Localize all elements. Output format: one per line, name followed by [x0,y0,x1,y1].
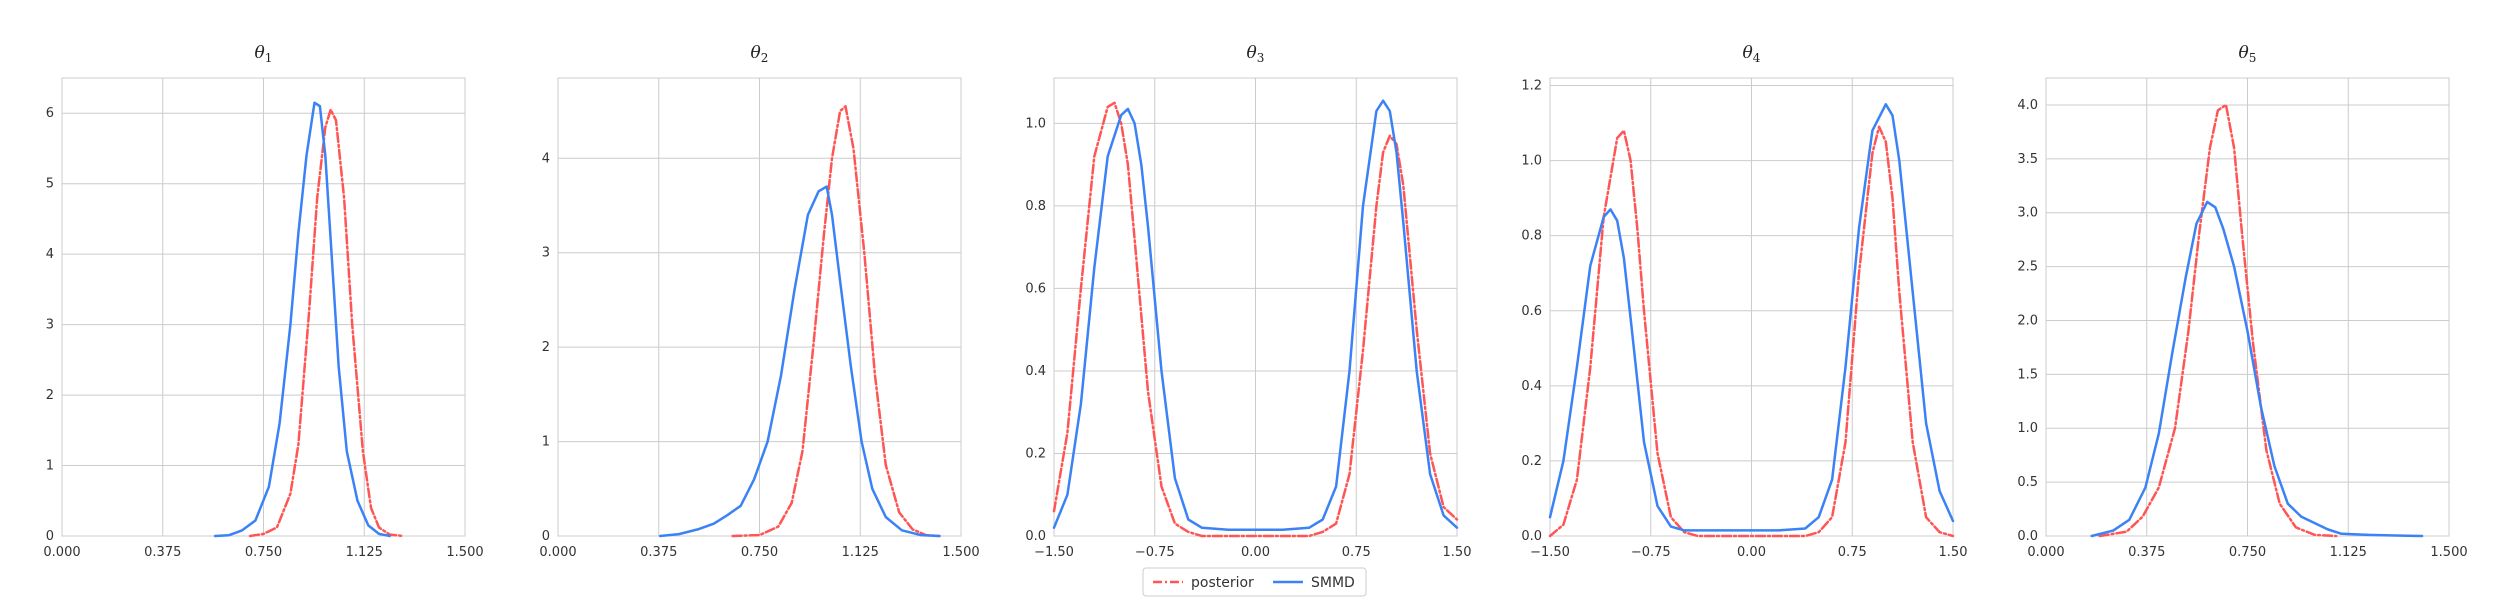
x-tick-label: 1.125 [842,545,879,560]
y-tick-label: 0.6 [1025,281,1046,296]
y-tick-label: 4 [542,151,550,166]
y-tick-label: 6 [46,106,54,121]
chart-panel-5: 0.0 0.5 1.0 1.5 2.0 2.5 3.0 3.5 4.0 0.000 0.375 0.7… [2017,43,2467,560]
x-tick-label: 0.750 [741,545,778,560]
panel-title: θ5 [2239,43,2257,65]
legend-box [1142,567,1367,597]
panel-title: θ1 [255,43,273,65]
y-tick-label: 5 [46,177,54,192]
y-tick-label: 1.0 [1025,116,1046,131]
x-tick-label: 0.750 [245,545,282,560]
x-tick-label: 1.500 [446,545,483,560]
x-tick-label: 1.500 [2430,545,2467,560]
series-posterior-line [2098,103,2338,538]
series-smmd-line [213,101,392,538]
x-tick-label: 0.000 [2027,545,2064,560]
y-tick-label: 1.5 [2017,367,2038,382]
series-smmd-line [1052,99,1459,532]
x-tick-label: −0.75 [1631,545,1671,560]
panel-title: θ2 [751,43,769,65]
y-tick-label: 0.6 [1521,304,1542,319]
y-tick-label: 2.0 [2017,313,2038,328]
series-posterior-line [1052,101,1459,538]
y-tick-label: 3.5 [2017,152,2038,167]
series-posterior-line [731,105,941,538]
x-tick-label: 0.375 [640,545,677,560]
plot-frame [61,77,466,537]
x-tick-label: 0.75 [1342,545,1371,560]
y-tick-label: 1.0 [2017,421,2038,436]
y-tick-label: 3 [542,246,550,261]
chart-panel-2: 0 1 2 3 4 0.000 0.375 0.750 1.125 1.500 θ2 [539,43,979,560]
x-tick-label: 0.750 [2229,545,2266,560]
y-tick-label: 0.0 [1025,529,1046,544]
plot-frame [557,77,962,537]
y-tick-label: 2.5 [2017,260,2038,275]
y-tick-label: 1.0 [1521,154,1542,169]
y-tick-label: 0.5 [2017,475,2038,490]
x-tick-label: 1.125 [2330,545,2367,560]
y-tick-label: 4.0 [2017,98,2038,113]
y-tick-label: 1 [542,435,550,450]
plot-frame [2045,77,2450,537]
y-tick-label: 0.2 [1521,454,1542,469]
y-tick-label: 2 [542,340,550,355]
x-tick-label: 1.50 [1939,545,1968,560]
y-tick-label: 0.8 [1521,229,1542,244]
chart-panel-4: 0.0 0.2 0.4 0.6 0.8 1.0 1.2 −1.50 −0.75 0.00 0.75 1… [1521,43,1967,560]
legend-posterior-label: posterior [1191,575,1254,591]
x-tick-label: 0.375 [144,545,181,560]
y-tick-label: 0 [542,529,550,544]
series-smmd-line [2090,200,2424,538]
x-tick-label: −0.75 [1135,545,1175,560]
x-tick-label: 0.00 [1241,545,1270,560]
y-tick-label: 0.2 [1025,446,1046,461]
y-tick-label: 0.0 [1521,529,1542,544]
x-tick-label: 1.500 [942,545,979,560]
series-smmd-line [1548,103,1955,532]
x-tick-label: 0.000 [43,545,80,560]
x-tick-label: 1.125 [346,545,383,560]
x-tick-label: 0.75 [1838,545,1867,560]
y-tick-label: 0 [46,529,54,544]
series-posterior-line [1548,125,1955,538]
y-tick-label: 1.2 [1521,79,1542,94]
legend-smmd-label: SMMD [1311,575,1355,591]
y-tick-label: 1 [46,459,54,474]
chart-panel-1: 0 1 2 3 4 5 6 0.000 0.375 0.750 1.125 1.500 θ1 [43,43,483,560]
x-tick-label: 0.000 [539,545,576,560]
y-tick-label: 0.4 [1521,379,1542,394]
y-tick-label: 3 [46,318,54,333]
y-tick-label: 2 [46,388,54,403]
y-tick-label: 0.4 [1025,364,1046,379]
legend: posterior SMMD [1142,567,1367,597]
x-tick-label: −1.50 [1034,545,1074,560]
x-tick-label: 1.50 [1443,545,1472,560]
x-tick-label: −1.50 [1530,545,1570,560]
series-posterior-line [248,108,405,538]
y-tick-label: 3.0 [2017,206,2038,221]
chart-panel-3: 0.0 0.2 0.4 0.6 0.8 1.0 −1.50 −0.75 0.00 0.75 1.50… [1025,43,1471,560]
y-tick-label: 0.8 [1025,199,1046,214]
y-tick-label: 0.0 [2017,529,2038,544]
panel-title: θ4 [1743,43,1761,65]
panel-title: θ3 [1247,43,1265,65]
series-smmd-line [658,185,941,538]
y-tick-label: 4 [46,247,54,262]
x-tick-label: 0.375 [2128,545,2165,560]
x-tick-label: 0.00 [1737,545,1766,560]
